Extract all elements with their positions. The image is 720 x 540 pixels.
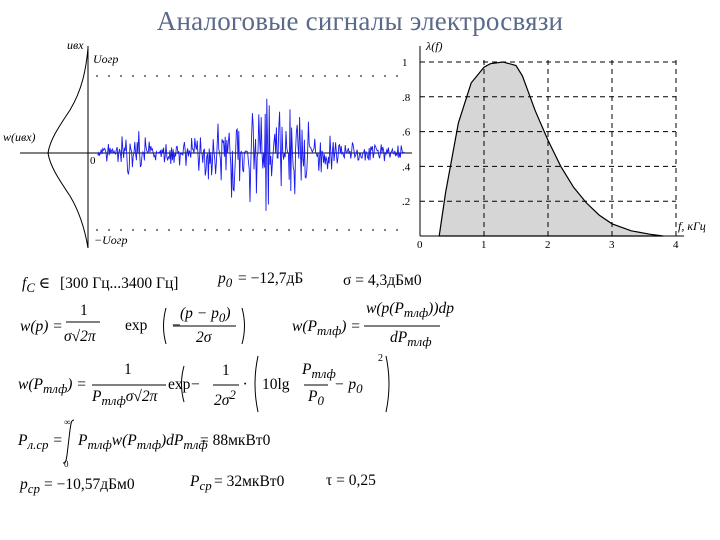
x-tick-label: 4 bbox=[673, 239, 679, 251]
sigma-value: σ = 4,3дБм0 bbox=[343, 272, 422, 289]
p0-symbol: p0 bbox=[218, 270, 233, 291]
y-tick-label: .6 bbox=[402, 127, 411, 139]
p0-value: = −12,7дБ bbox=[238, 270, 304, 287]
tau-value: τ = 0,25 bbox=[326, 472, 376, 489]
y-tick-label: .2 bbox=[402, 196, 410, 208]
spectrum-chart: .2 .4 .6 .8 1 0 1 2 3 4 λ(f) f, кГц bbox=[402, 39, 706, 251]
density-label: w(uвх) bbox=[3, 130, 36, 144]
chart-y-label: λ(f) bbox=[425, 39, 443, 53]
minus-u-limit-label: −Uогр bbox=[94, 233, 127, 247]
u-limit-label: Uогр bbox=[93, 52, 118, 66]
chart-x-label: f, кГц bbox=[678, 219, 706, 233]
x-tick-label: 0 bbox=[417, 239, 423, 251]
density-curve bbox=[47, 47, 89, 249]
wptaf-expanded: w(Pтлф) = bbox=[18, 376, 87, 397]
x-tick-label: 3 bbox=[609, 239, 615, 251]
slide-title: Аналоговые сигналы электросвязи bbox=[156, 6, 564, 36]
chart-grid bbox=[420, 60, 677, 236]
band-value: [300 Гц...3400 Гц] bbox=[60, 275, 179, 292]
avg-power-formula: Pл.ср = bbox=[18, 432, 63, 453]
wp-formula: w(p) = bbox=[20, 318, 63, 335]
chart-tick-labels: .2 .4 .6 .8 1 0 1 2 3 4 bbox=[402, 57, 679, 251]
waveform-plot: uвх Uогр −Uогр w(uвх) 0 bbox=[3, 38, 412, 249]
x-tick-label: 1 bbox=[481, 239, 487, 251]
y-tick-label: .8 bbox=[402, 92, 411, 104]
speech-waveform bbox=[97, 98, 405, 211]
pcp-value: = −10,57дБм0 bbox=[44, 476, 135, 493]
Pcp-value: = 32мкВт0 bbox=[214, 473, 285, 490]
Pcp-symbol: Pср bbox=[190, 473, 212, 494]
x-tick-label: 2 bbox=[545, 239, 551, 251]
formula-strokes bbox=[62, 307, 440, 464]
pcp-symbol: pср bbox=[20, 476, 40, 497]
y-tick-label: .4 bbox=[402, 161, 411, 173]
avg-power-value: = 88мкВт0 bbox=[200, 432, 271, 449]
origin-label: 0 bbox=[90, 155, 96, 167]
spectrum-area bbox=[438, 61, 664, 237]
y-tick-label: 1 bbox=[402, 57, 408, 69]
wptaf-formula: w(Pтлф) = bbox=[292, 318, 361, 339]
band-label: fC ∈ bbox=[22, 275, 51, 296]
uvx-label: uвх bbox=[67, 38, 84, 52]
